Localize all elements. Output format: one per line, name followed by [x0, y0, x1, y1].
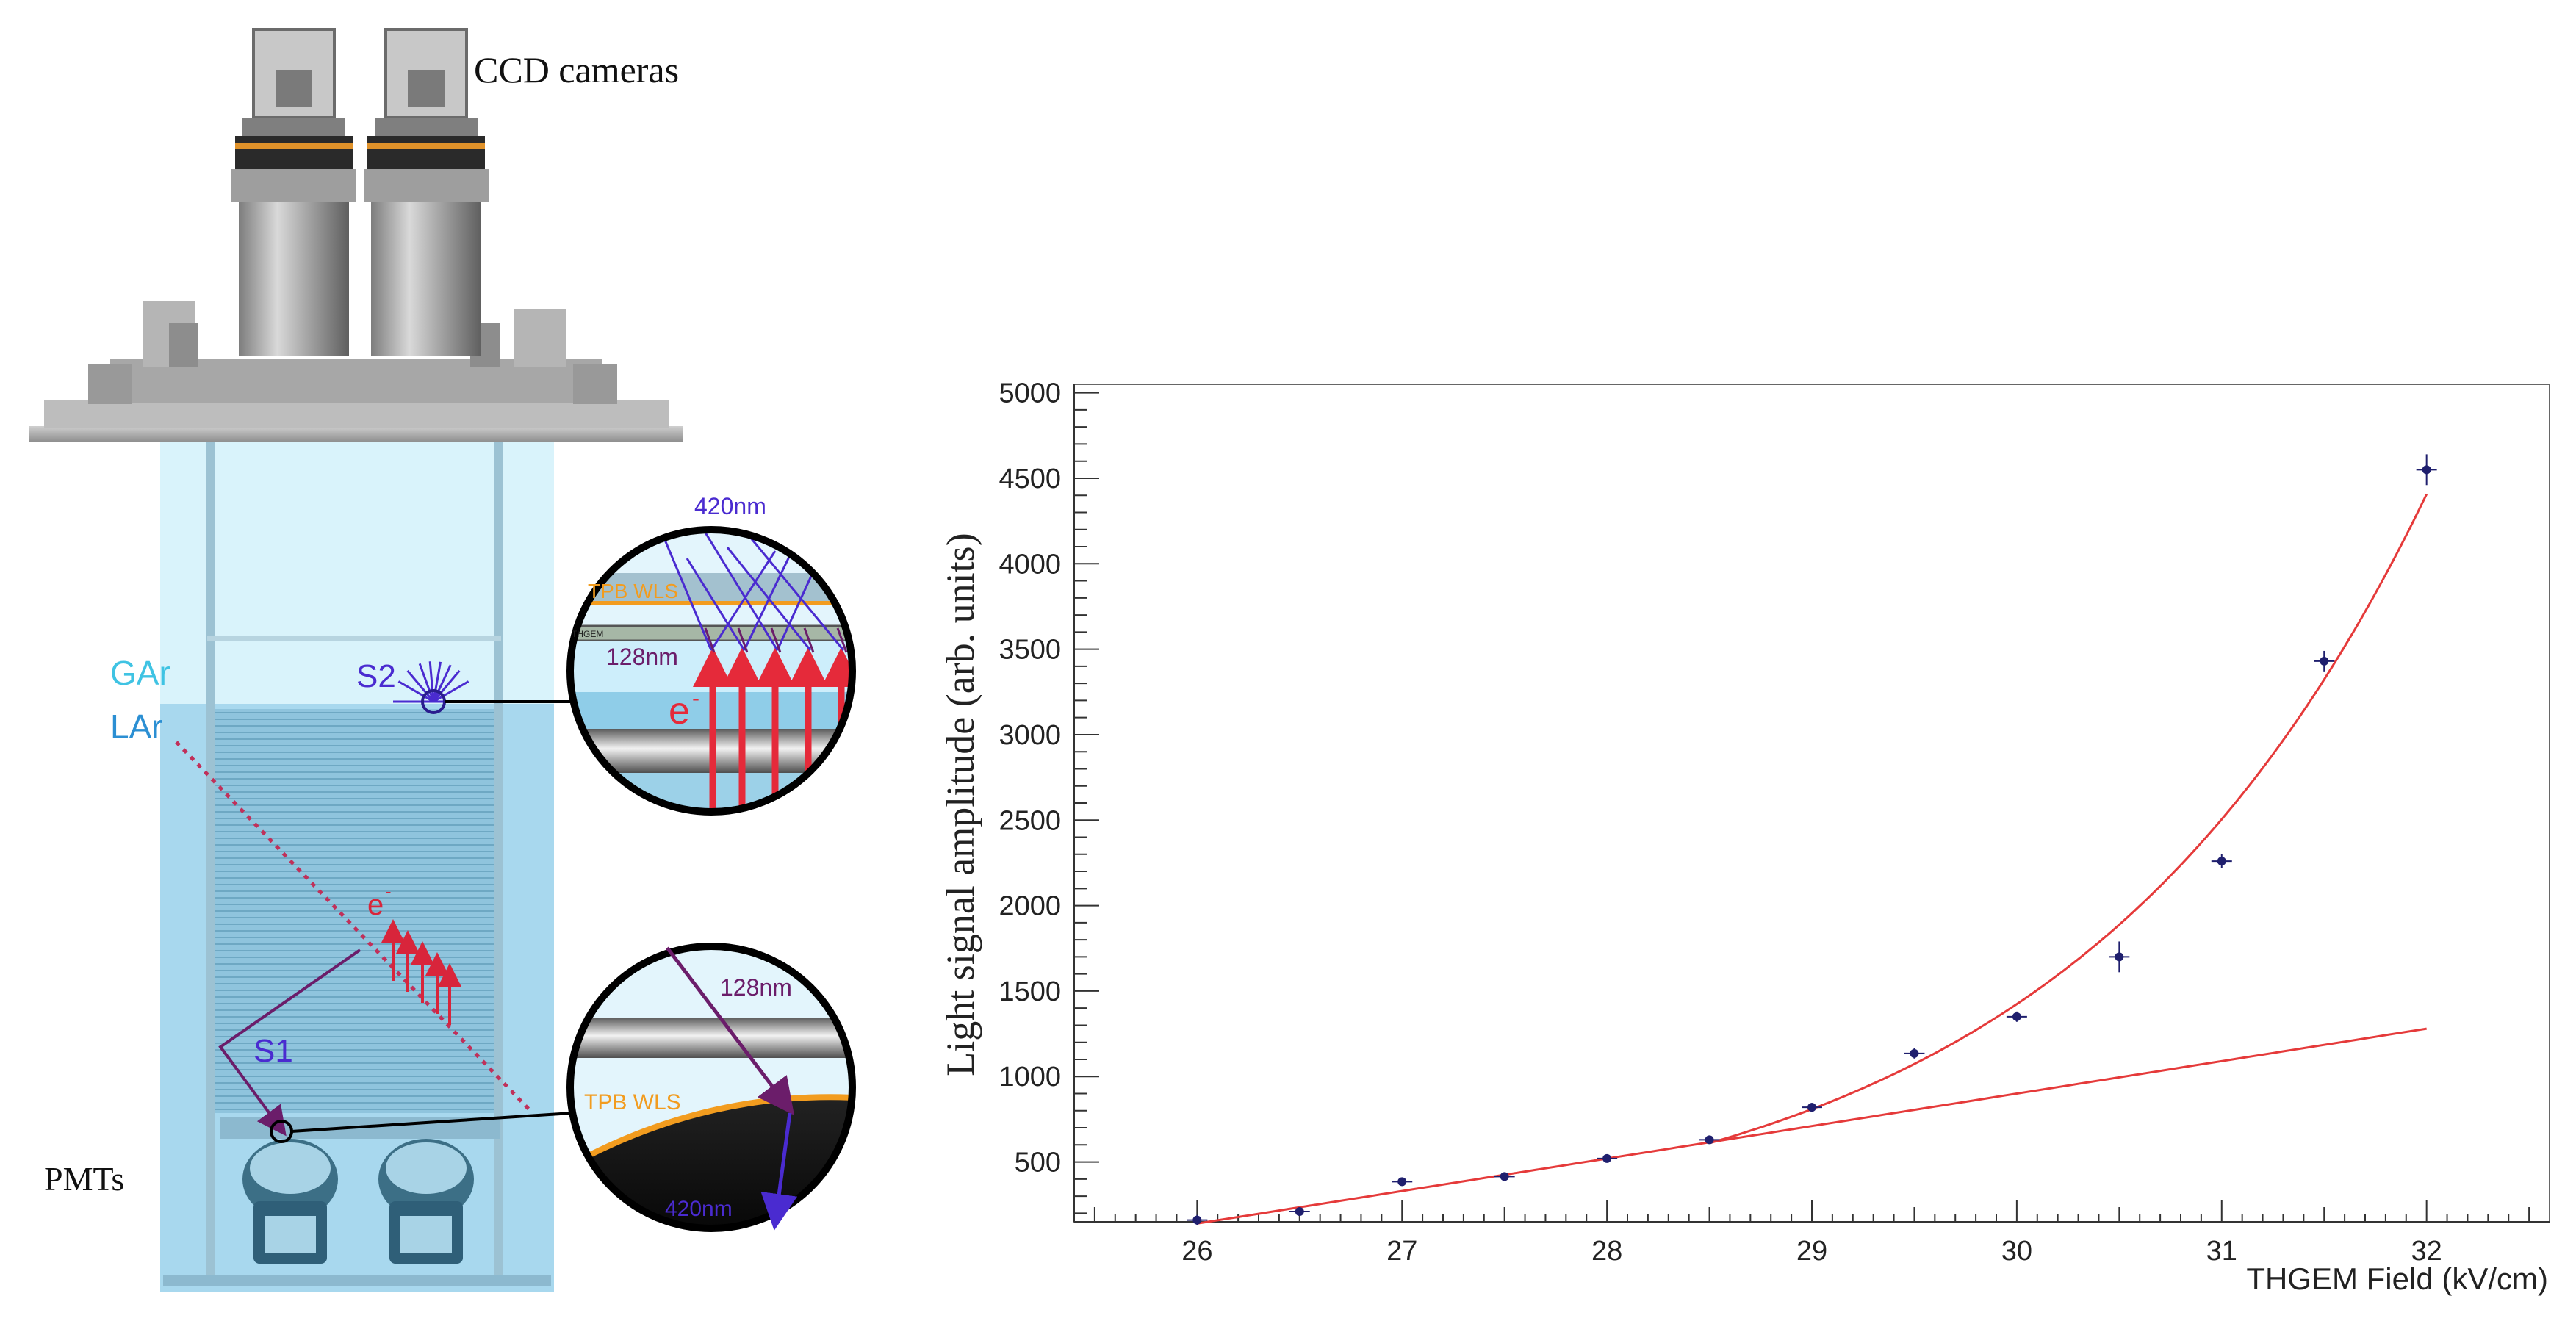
top-inset-tpb: TPB WLS — [588, 580, 678, 602]
data-point — [2211, 854, 2232, 868]
data-point — [2314, 650, 2335, 672]
x-tick-label: 27 — [1386, 1236, 1417, 1267]
y-tick-label: 2000 — [999, 891, 1061, 922]
detector-illustration: GAr LAr S1 e - S2 CCD cameras PMTs — [29, 28, 683, 1292]
bottom-inset-420nm: 420nm — [665, 1197, 733, 1221]
chart: 26 27 28 29 30 31 32 500 1000 1500 2000 2500 3000 350… — [938, 378, 2550, 1296]
y-tick-label: 3500 — [999, 635, 1061, 666]
x-axis-label: THGEM Field (kV/cm) — [2246, 1261, 2548, 1296]
gas-region — [160, 439, 554, 704]
top-inset-electron-superscript: - — [692, 686, 699, 710]
y-tick-label: 5000 — [999, 378, 1061, 409]
data-point — [1392, 1177, 1413, 1187]
field-cage — [207, 709, 501, 1113]
pmt-label: PMTs — [44, 1160, 124, 1198]
bottom-inset: 128nm TPB WLS 420nm — [566, 943, 856, 1232]
plot-frame — [1073, 384, 2550, 1223]
lar-label: LAr — [110, 708, 163, 746]
support-post-left — [206, 439, 215, 1277]
ccd-camera-right — [364, 28, 489, 356]
top-inset-420nm: 420nm — [694, 493, 766, 519]
top-flange — [29, 301, 683, 442]
particle-track — [175, 741, 530, 1111]
bottom-inset-tpb: TPB WLS — [584, 1090, 681, 1115]
ccd-label: CCD cameras — [474, 49, 679, 90]
y-tick-label: 1500 — [999, 976, 1061, 1007]
top-inset-electron: e — [669, 690, 690, 732]
y-tick-label: 3000 — [999, 720, 1061, 751]
top-inset-128nm: 128nm — [606, 644, 678, 670]
x-tick-label: 28 — [1591, 1236, 1622, 1267]
data-point — [2109, 941, 2130, 973]
chart-points — [1187, 454, 2437, 1225]
support-post-right — [494, 439, 503, 1277]
thgem-plate — [207, 636, 501, 641]
x-tick-label: 26 — [1181, 1236, 1212, 1267]
y-tick-label: 500 — [1015, 1148, 1061, 1178]
y-tick-label: 1000 — [999, 1062, 1061, 1092]
s1-label: S1 — [253, 1033, 293, 1069]
x-tick-label: 32 — [2411, 1236, 2442, 1267]
chart-axes: 26 27 28 29 30 31 32 500 1000 1500 2000 2500 3000 350… — [999, 378, 2550, 1267]
s2-label: S2 — [356, 658, 396, 694]
x-tick-label: 31 — [2206, 1236, 2237, 1267]
data-point — [1802, 1103, 1822, 1112]
data-point — [1597, 1153, 1618, 1163]
top-inset-thgem: THGEM — [572, 629, 603, 639]
y-tick-label: 4500 — [999, 464, 1061, 494]
data-point — [1289, 1207, 1310, 1217]
exponential-fit-curve — [1709, 493, 2428, 1145]
y-axis-label: Light signal amplitude (arb. units) — [938, 533, 982, 1076]
x-tick-label: 30 — [2001, 1236, 2032, 1267]
x-tick-label: 29 — [1796, 1236, 1827, 1267]
data-point — [1494, 1172, 1515, 1181]
chart-fits — [1197, 493, 2428, 1225]
drift-electrons — [381, 919, 461, 1025]
electron-label: e — [367, 889, 384, 921]
top-inset: 420nm TPB WLS THGEM 128nm e - — [566, 493, 856, 816]
y-tick-label: 2500 — [999, 805, 1061, 836]
connector-bottom — [291, 1112, 572, 1133]
data-point — [1904, 1048, 1925, 1059]
bottom-inset-128nm-ray — [666, 946, 795, 1115]
y-tick-label: 4000 — [999, 549, 1061, 580]
electron-superscript: - — [385, 880, 392, 902]
gar-label: GAr — [110, 654, 170, 692]
linear-fit-curve — [1197, 1027, 2427, 1225]
s1-light-path — [218, 948, 361, 1137]
data-point — [2006, 1011, 2027, 1022]
bottom-inset-128nm: 128nm — [720, 974, 792, 1001]
bottom-inset-420nm-ray — [760, 1112, 798, 1231]
data-point — [2416, 454, 2437, 486]
data-point — [1699, 1135, 1720, 1145]
ccd-camera-left — [231, 28, 356, 356]
data-point — [1187, 1214, 1208, 1225]
